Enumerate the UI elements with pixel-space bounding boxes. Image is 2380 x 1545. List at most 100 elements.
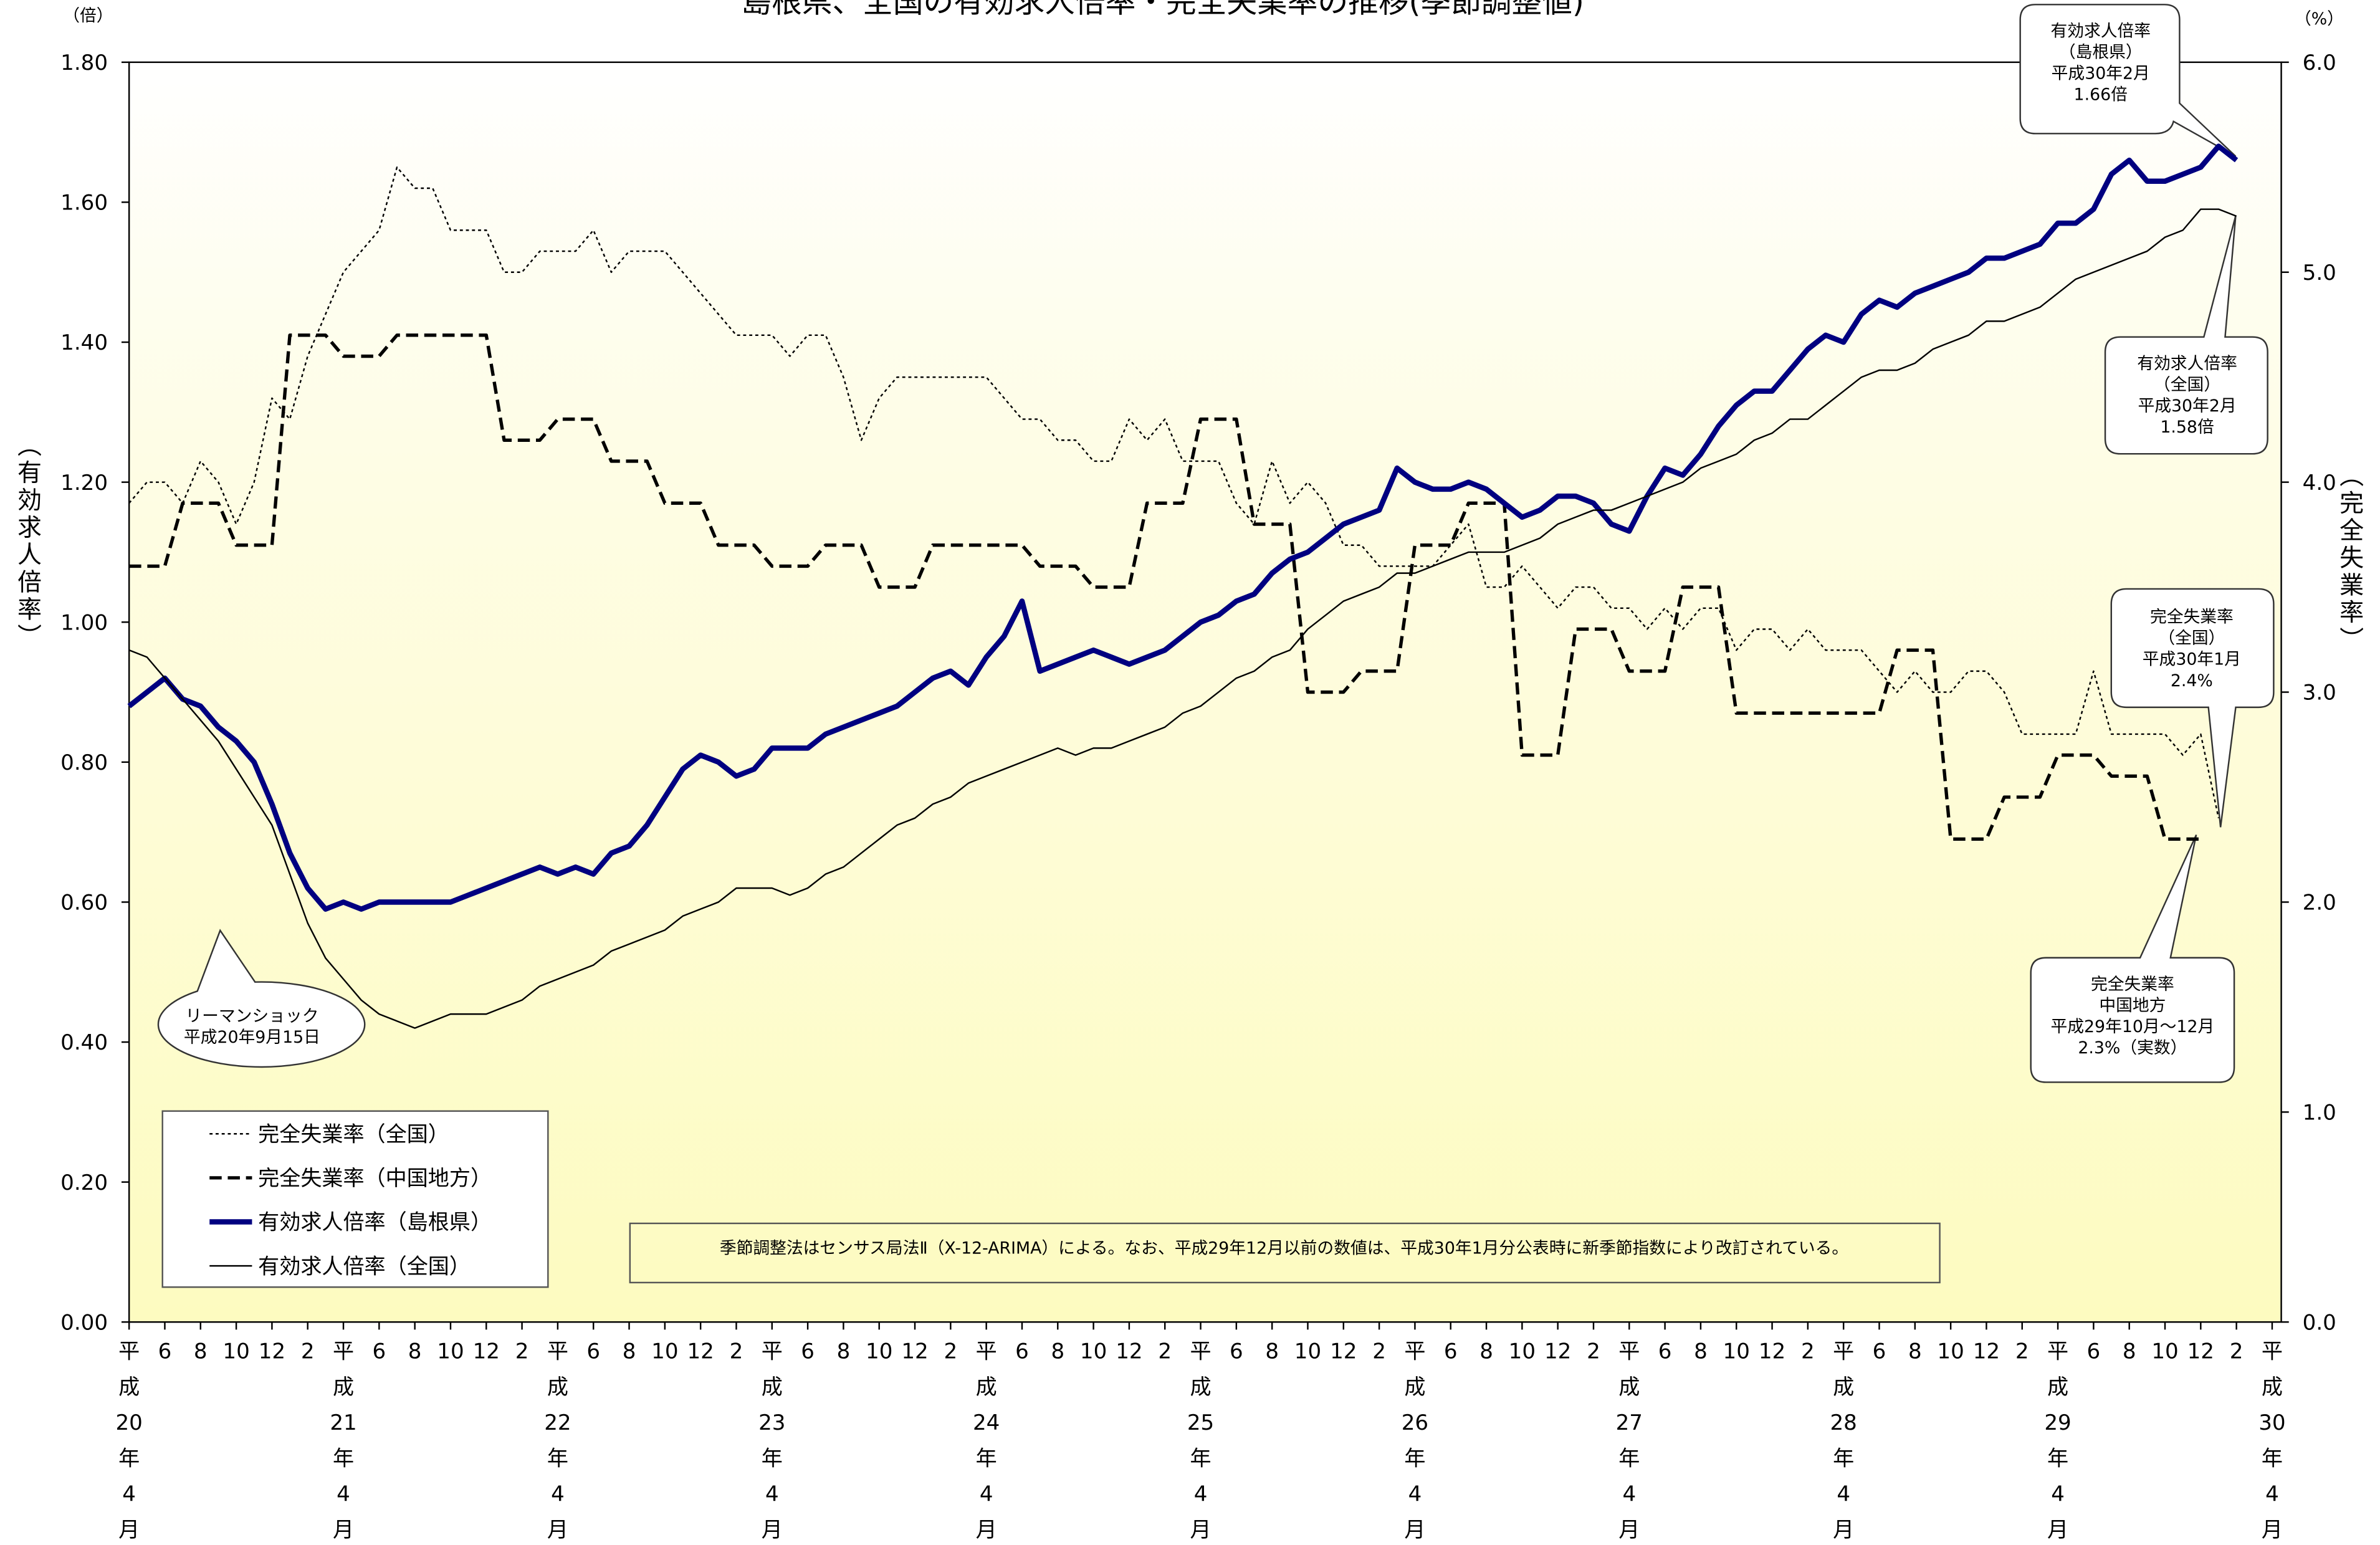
chart-title: 島根県、全国の有効求人倍率・完全失業率の推移(季節調整値) xyxy=(741,0,1584,19)
annotation: 2.3%（実数） xyxy=(2078,1038,2187,1058)
annotation: 完全失業率 xyxy=(2091,975,2174,994)
legend-label: 完全失業率（全国） xyxy=(258,1122,449,1147)
annotation: 平成30年1月 xyxy=(2143,650,2241,669)
x-tick-label: 10 xyxy=(1723,1339,1750,1364)
x-tick-label: 10 xyxy=(1937,1339,1964,1364)
y2-tick-label: 4.0 xyxy=(2303,471,2336,495)
x-tick-label: 6 xyxy=(801,1339,815,1364)
series-line xyxy=(128,208,2237,1029)
x-tick-label: 10 xyxy=(1294,1339,1321,1364)
series-line xyxy=(127,143,2239,912)
x-tick-label: 10 xyxy=(1080,1339,1107,1364)
annotation: （島根県） xyxy=(2059,43,2143,62)
x-tick-label: 10 xyxy=(866,1339,892,1364)
x-tick-label: 2 xyxy=(301,1339,315,1364)
x-tick-label: 平成 24 年 4 月 xyxy=(973,1339,1000,1543)
x-tick-label: 12 xyxy=(2187,1339,2214,1364)
x-tick-label: 6 xyxy=(1444,1339,1458,1364)
annotation: 平成29年10月～12月 xyxy=(2050,1017,2214,1036)
series-line xyxy=(128,166,2220,818)
annotation: 1.58倍 xyxy=(2160,418,2214,437)
legend-label: 完全失業率（中国地方） xyxy=(258,1166,492,1191)
x-tick-label: 2 xyxy=(2015,1339,2029,1364)
x-tick-label: 平成 23 年 4 月 xyxy=(758,1339,785,1543)
x-tick-label: 8 xyxy=(1051,1339,1064,1364)
x-tick-label: 6 xyxy=(1230,1339,1243,1364)
x-tick-label: 6 xyxy=(1015,1339,1029,1364)
annotation: 平成30年2月 xyxy=(2052,64,2150,84)
annotation: 有効求人倍率 xyxy=(2137,354,2237,373)
x-tick-label: 10 xyxy=(1509,1339,1536,1364)
x-tick-label: 8 xyxy=(2123,1339,2136,1364)
callout-shape xyxy=(157,929,366,1068)
x-tick-label: 平成 28 年 4 月 xyxy=(1830,1339,1857,1543)
y2-tick-label: 6.0 xyxy=(2303,50,2336,75)
x-tick-label: 平成 25 年 4 月 xyxy=(1187,1339,1214,1543)
x-tick-label: 10 xyxy=(651,1339,678,1364)
x-tick-label: 12 xyxy=(1116,1339,1142,1364)
y-tick-label: 0.00 xyxy=(60,1310,108,1335)
annotation: 平成30年2月 xyxy=(2138,396,2236,416)
y2-unit: （%） xyxy=(2295,9,2344,29)
y2-tick-label: 1.0 xyxy=(2303,1101,2336,1126)
y-axis-label: （有効求人倍率） xyxy=(13,433,41,651)
x-tick-label: 8 xyxy=(1694,1339,1708,1364)
annotation: 平成20年9月15日 xyxy=(184,1028,320,1047)
callout-shape xyxy=(2030,834,2235,1083)
legend: 完全失業率（全国） 完全失業率（中国地方） 有効求人倍率（島根県） 有効求人倍率（全国… xyxy=(161,1110,549,1288)
annotation: （全国） xyxy=(2154,375,2220,395)
x-tick-label: 8 xyxy=(1479,1339,1493,1364)
x-tick-label: 12 xyxy=(1759,1339,1785,1364)
y-tick-label: 1.00 xyxy=(60,610,108,635)
callouts xyxy=(157,4,2275,1083)
x-tick-label: 2 xyxy=(730,1339,743,1364)
annotation: （全国） xyxy=(2158,629,2225,648)
x-tick-label: 12 xyxy=(1973,1339,2000,1364)
x-tick-label: 12 xyxy=(259,1339,285,1364)
y-tick-label: 1.80 xyxy=(60,50,108,75)
x-tick-label: 2 xyxy=(944,1339,958,1364)
callout-shape xyxy=(2019,4,2237,157)
x-tick-label: 8 xyxy=(623,1339,636,1364)
y-tick-label: 1.40 xyxy=(60,330,108,355)
annotation: 1.66倍 xyxy=(2074,85,2128,105)
x-tick-label: 2 xyxy=(1587,1339,1600,1364)
annotation: リーマンショック xyxy=(185,1007,318,1026)
y-tick-label: 1.20 xyxy=(60,471,108,495)
x-tick-label: 2 xyxy=(515,1339,529,1364)
annotation: 完全失業率 xyxy=(2150,608,2234,627)
x-tick-label: 6 xyxy=(1658,1339,1672,1364)
callout-shape xyxy=(2110,588,2275,828)
x-tick-label: 8 xyxy=(1908,1339,1922,1364)
callout-shape xyxy=(2104,215,2268,455)
x-tick-label: 10 xyxy=(437,1339,464,1364)
y-tick-label: 0.40 xyxy=(60,1030,108,1055)
legend-box xyxy=(161,1110,549,1288)
y-tick-label: 1.60 xyxy=(60,191,108,216)
x-tick-label: 平成 27 年 4 月 xyxy=(1616,1339,1643,1543)
x-tick-label: 平成 22 年 4 月 xyxy=(544,1339,571,1543)
x-tick-label: 8 xyxy=(1265,1339,1279,1364)
x-tick-label: 6 xyxy=(372,1339,386,1364)
legend-label: 有効求人倍率（島根県） xyxy=(258,1210,492,1235)
y-tick-label: 0.20 xyxy=(60,1170,108,1195)
x-tick-label: 平成 30 年 4 月 xyxy=(2258,1339,2285,1543)
x-tick-label: 平成 29 年 4 月 xyxy=(2044,1339,2071,1543)
annotation: 2.4% xyxy=(2171,671,2213,691)
x-tick-label: 8 xyxy=(408,1339,422,1364)
y2-axis-label: （完全失業率） xyxy=(2336,463,2364,654)
x-tick-label: 6 xyxy=(2087,1339,2101,1364)
x-tick-label: 12 xyxy=(1330,1339,1357,1364)
x-tick-label: 2 xyxy=(2230,1339,2244,1364)
x-tick-label: 6 xyxy=(1873,1339,1886,1364)
note: 季節調整法はセンサス局法Ⅱ（X-12-ARIMA）による。なお、平成29年12月… xyxy=(720,1239,1848,1258)
note-box xyxy=(629,1222,1941,1284)
x-tick-label: 8 xyxy=(837,1339,851,1364)
y-tick-label: 0.60 xyxy=(60,891,108,916)
annotation: 有効求人倍率 xyxy=(2050,21,2151,41)
x-tick-label: 12 xyxy=(1544,1339,1571,1364)
x-tick-label: 12 xyxy=(901,1339,928,1364)
x-tick-label: 平成 26 年 4 月 xyxy=(1402,1339,1428,1543)
